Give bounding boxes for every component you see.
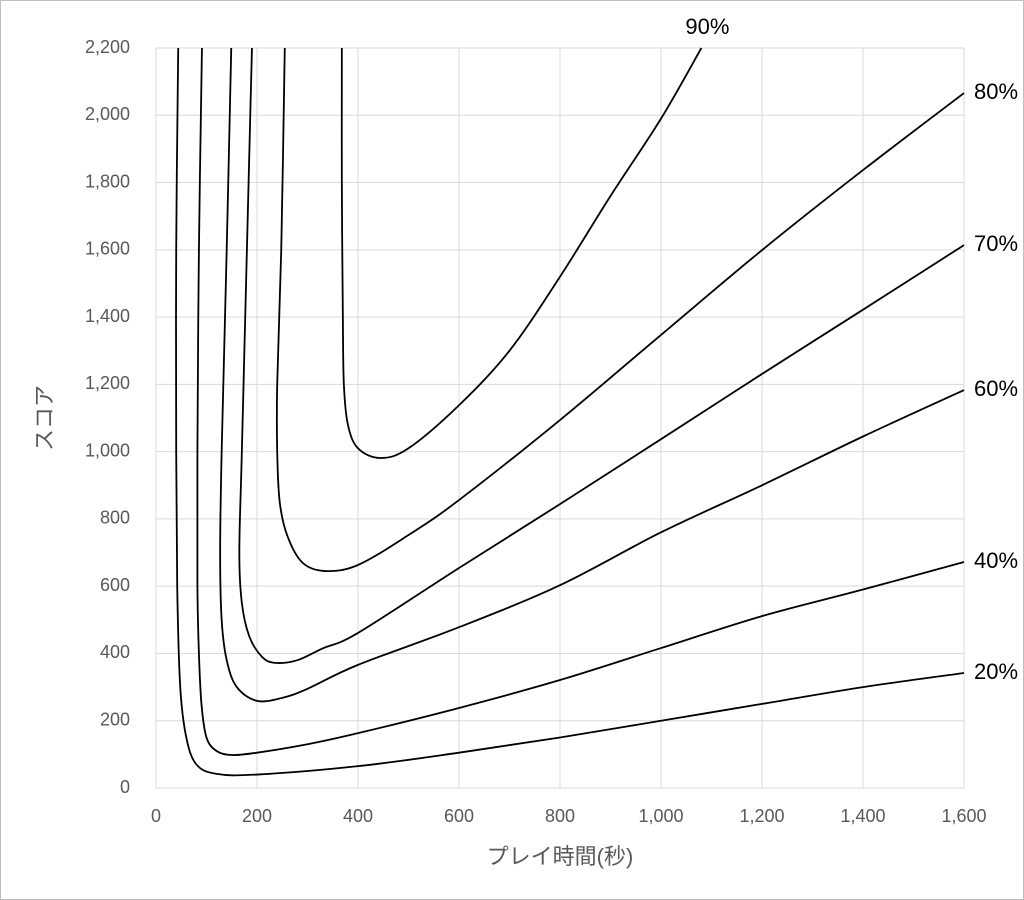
x-tick-label: 0 xyxy=(151,806,161,826)
x-tick-label: 1,600 xyxy=(941,806,986,826)
y-tick-label: 600 xyxy=(100,575,130,595)
series-label: 70% xyxy=(974,231,1018,256)
series-label: 60% xyxy=(974,376,1018,401)
x-tick-label: 200 xyxy=(242,806,272,826)
series-line xyxy=(238,47,965,664)
y-tick-label: 1,600 xyxy=(85,239,130,259)
x-tick-label: 1,000 xyxy=(638,806,683,826)
y-tick-label: 1,800 xyxy=(85,171,130,191)
y-tick-label: 1,000 xyxy=(85,440,130,460)
y-tick-label: 200 xyxy=(100,709,130,729)
series-line xyxy=(340,47,703,459)
series-label: 80% xyxy=(974,79,1018,104)
x-axis-title: プレイ時間(秒) xyxy=(487,844,634,869)
series-label: 90% xyxy=(685,14,729,39)
series-line xyxy=(275,47,965,573)
series-label: 20% xyxy=(974,659,1018,684)
y-tick-label: 1,200 xyxy=(85,373,130,393)
series-label: 40% xyxy=(974,548,1018,573)
y-tick-label: 800 xyxy=(100,508,130,528)
y-tick-label: 400 xyxy=(100,642,130,662)
y-tick-label: 2,200 xyxy=(85,37,130,57)
x-tick-label: 1,200 xyxy=(739,806,784,826)
x-tick-label: 800 xyxy=(545,806,575,826)
x-tick-label: 1,400 xyxy=(840,806,885,826)
series-line xyxy=(219,47,965,703)
x-tick-label: 400 xyxy=(343,806,373,826)
series-line xyxy=(196,47,965,756)
y-axis-title: スコア xyxy=(32,385,57,451)
series-line xyxy=(175,47,965,777)
y-tick-label: 0 xyxy=(120,777,130,797)
y-tick-label: 2,000 xyxy=(85,104,130,124)
y-tick-label: 1,400 xyxy=(85,306,130,326)
x-tick-label: 600 xyxy=(444,806,474,826)
